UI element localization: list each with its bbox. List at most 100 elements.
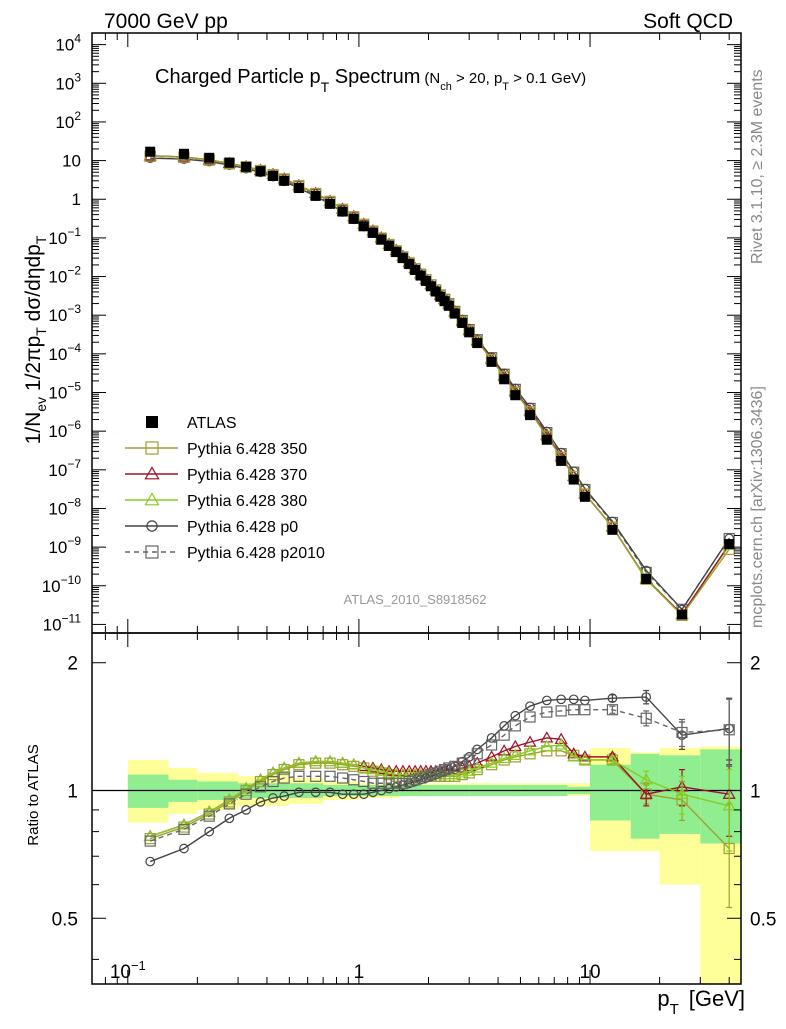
ratio-series-point <box>310 757 322 769</box>
stat-band-bin <box>590 764 631 821</box>
ratio-series-point <box>606 704 619 716</box>
ratio-series-point <box>434 765 446 777</box>
main-y-tick-label: 10−7 <box>48 457 81 480</box>
ratio-series-point <box>324 757 336 769</box>
ratio-series-point <box>578 753 592 765</box>
atlas-data-point <box>525 410 536 421</box>
ratio-y-axis-label: Ratio to ATLAS <box>25 744 42 845</box>
ratio-series-point <box>525 701 535 712</box>
atlas-data-point <box>279 175 290 186</box>
ratio-series-point <box>397 777 409 789</box>
ratio-series-point <box>337 759 349 771</box>
ratio-series-point <box>567 750 581 762</box>
ratio-series-point <box>485 756 499 768</box>
ratio-series-point <box>323 754 337 767</box>
atlas-data-point <box>499 374 510 385</box>
legend-label: Pythia 6.428 380 <box>187 493 307 510</box>
ratio-series-point <box>309 754 323 767</box>
legend-label: Pythia 6.428 370 <box>187 467 307 484</box>
atlas-data-point <box>268 170 279 181</box>
main-y-tick-label: 10−9 <box>48 534 81 557</box>
ratio-series-point <box>639 773 653 785</box>
ratio-series-point <box>366 761 380 773</box>
ratio-series-point <box>510 710 521 721</box>
x-axis-label: pT [GeV] <box>657 986 745 1018</box>
ratio-series-point <box>223 798 235 810</box>
ratio-series-point <box>310 787 321 798</box>
atlas-data-point <box>178 148 189 159</box>
ratio-series-point <box>640 712 652 724</box>
main-title: Charged Particle pT Spectrum (Nch > 20, p… <box>155 66 586 95</box>
ratio-series-point <box>568 694 579 705</box>
main-y-tick-label: 10−3 <box>48 302 81 325</box>
ratio-series-point <box>145 856 156 867</box>
legend-marker <box>146 416 158 428</box>
ratio-series-point <box>541 706 553 718</box>
ratio-series-point <box>324 770 336 782</box>
analysis-watermark: ATLAS_2010_S8918562 <box>344 592 487 607</box>
ratio-series-point <box>254 781 267 793</box>
stat-band-bin <box>700 749 741 844</box>
ratio-series-point <box>471 748 483 760</box>
atlas-data-point <box>337 206 348 217</box>
ratio-series-point <box>398 780 408 790</box>
ratio-y-tick-label-left: 0.5 <box>52 909 78 930</box>
ratio-series-point <box>144 835 156 847</box>
ratio-series-point <box>179 843 189 854</box>
ratio-plot-frame <box>91 632 742 985</box>
atlas-data-point <box>391 247 402 258</box>
main-y-tick-label: 10−4 <box>48 341 81 364</box>
main-y-tick-label: 10−10 <box>42 573 82 596</box>
main-plot-frame <box>91 32 742 634</box>
ratio-series-point <box>337 772 349 784</box>
atlas-data-point <box>724 539 735 550</box>
atlas-data-point <box>384 240 395 251</box>
atlas-data-point <box>641 573 652 584</box>
ratio-series-point <box>374 764 388 776</box>
ratio-series-point <box>605 753 619 765</box>
header-right: Soft QCD <box>643 10 733 33</box>
ratio-series-point <box>554 738 568 750</box>
main-y-tick-label: 10−8 <box>48 495 81 518</box>
atlas-data-point <box>510 390 521 401</box>
ratio-series-point <box>524 711 536 723</box>
ratio-series-point <box>675 787 689 799</box>
ratio-series-point <box>347 758 361 770</box>
ratio-series-point <box>358 775 370 788</box>
atlas-data-point <box>541 434 552 445</box>
ratio-series-point <box>485 750 499 762</box>
ratio-series-point <box>641 692 652 702</box>
ratio-series-point <box>382 764 396 776</box>
atlas-data-point <box>145 146 156 157</box>
legend-marker <box>144 492 160 506</box>
atlas-data-point <box>472 338 483 349</box>
main-series-line <box>150 157 730 611</box>
ratio-series-point <box>486 733 497 743</box>
ratio-series-point <box>241 805 251 815</box>
ratio-series-point <box>463 754 475 766</box>
ratio-series-point <box>444 764 454 775</box>
ratio-series-point <box>357 759 371 771</box>
ratio-series-point <box>325 787 335 798</box>
ratio-series-point <box>403 775 415 788</box>
ratio-series-point <box>337 789 348 800</box>
ratio-series-point <box>567 747 581 759</box>
ratio-series-point <box>722 799 736 811</box>
atlas-data-point <box>486 356 497 367</box>
ratio-series-point <box>383 777 395 789</box>
ratio-series-point <box>470 761 484 773</box>
legend-label: Pythia 6.428 350 <box>187 441 307 458</box>
main-y-tick-label: 10 <box>62 152 81 171</box>
ratio-series-point <box>723 724 735 736</box>
ratio-series-point <box>540 739 554 752</box>
rivet-label: Rivet 3.1.10, ≥ 2.3M events <box>749 69 766 264</box>
ratio-series-point <box>568 704 580 716</box>
ratio-series-point <box>178 823 190 835</box>
ratio-series-point <box>310 770 322 782</box>
ratio-series-point <box>375 777 387 789</box>
main-y-tick-label: 10−2 <box>48 264 81 287</box>
atlas-data-point <box>420 275 431 286</box>
main-y-axis-label: 1/Nev 1/2πpT dσ/dηdpT <box>22 235 49 444</box>
ratio-series-point <box>523 744 537 756</box>
ratio-series-point <box>203 810 215 822</box>
